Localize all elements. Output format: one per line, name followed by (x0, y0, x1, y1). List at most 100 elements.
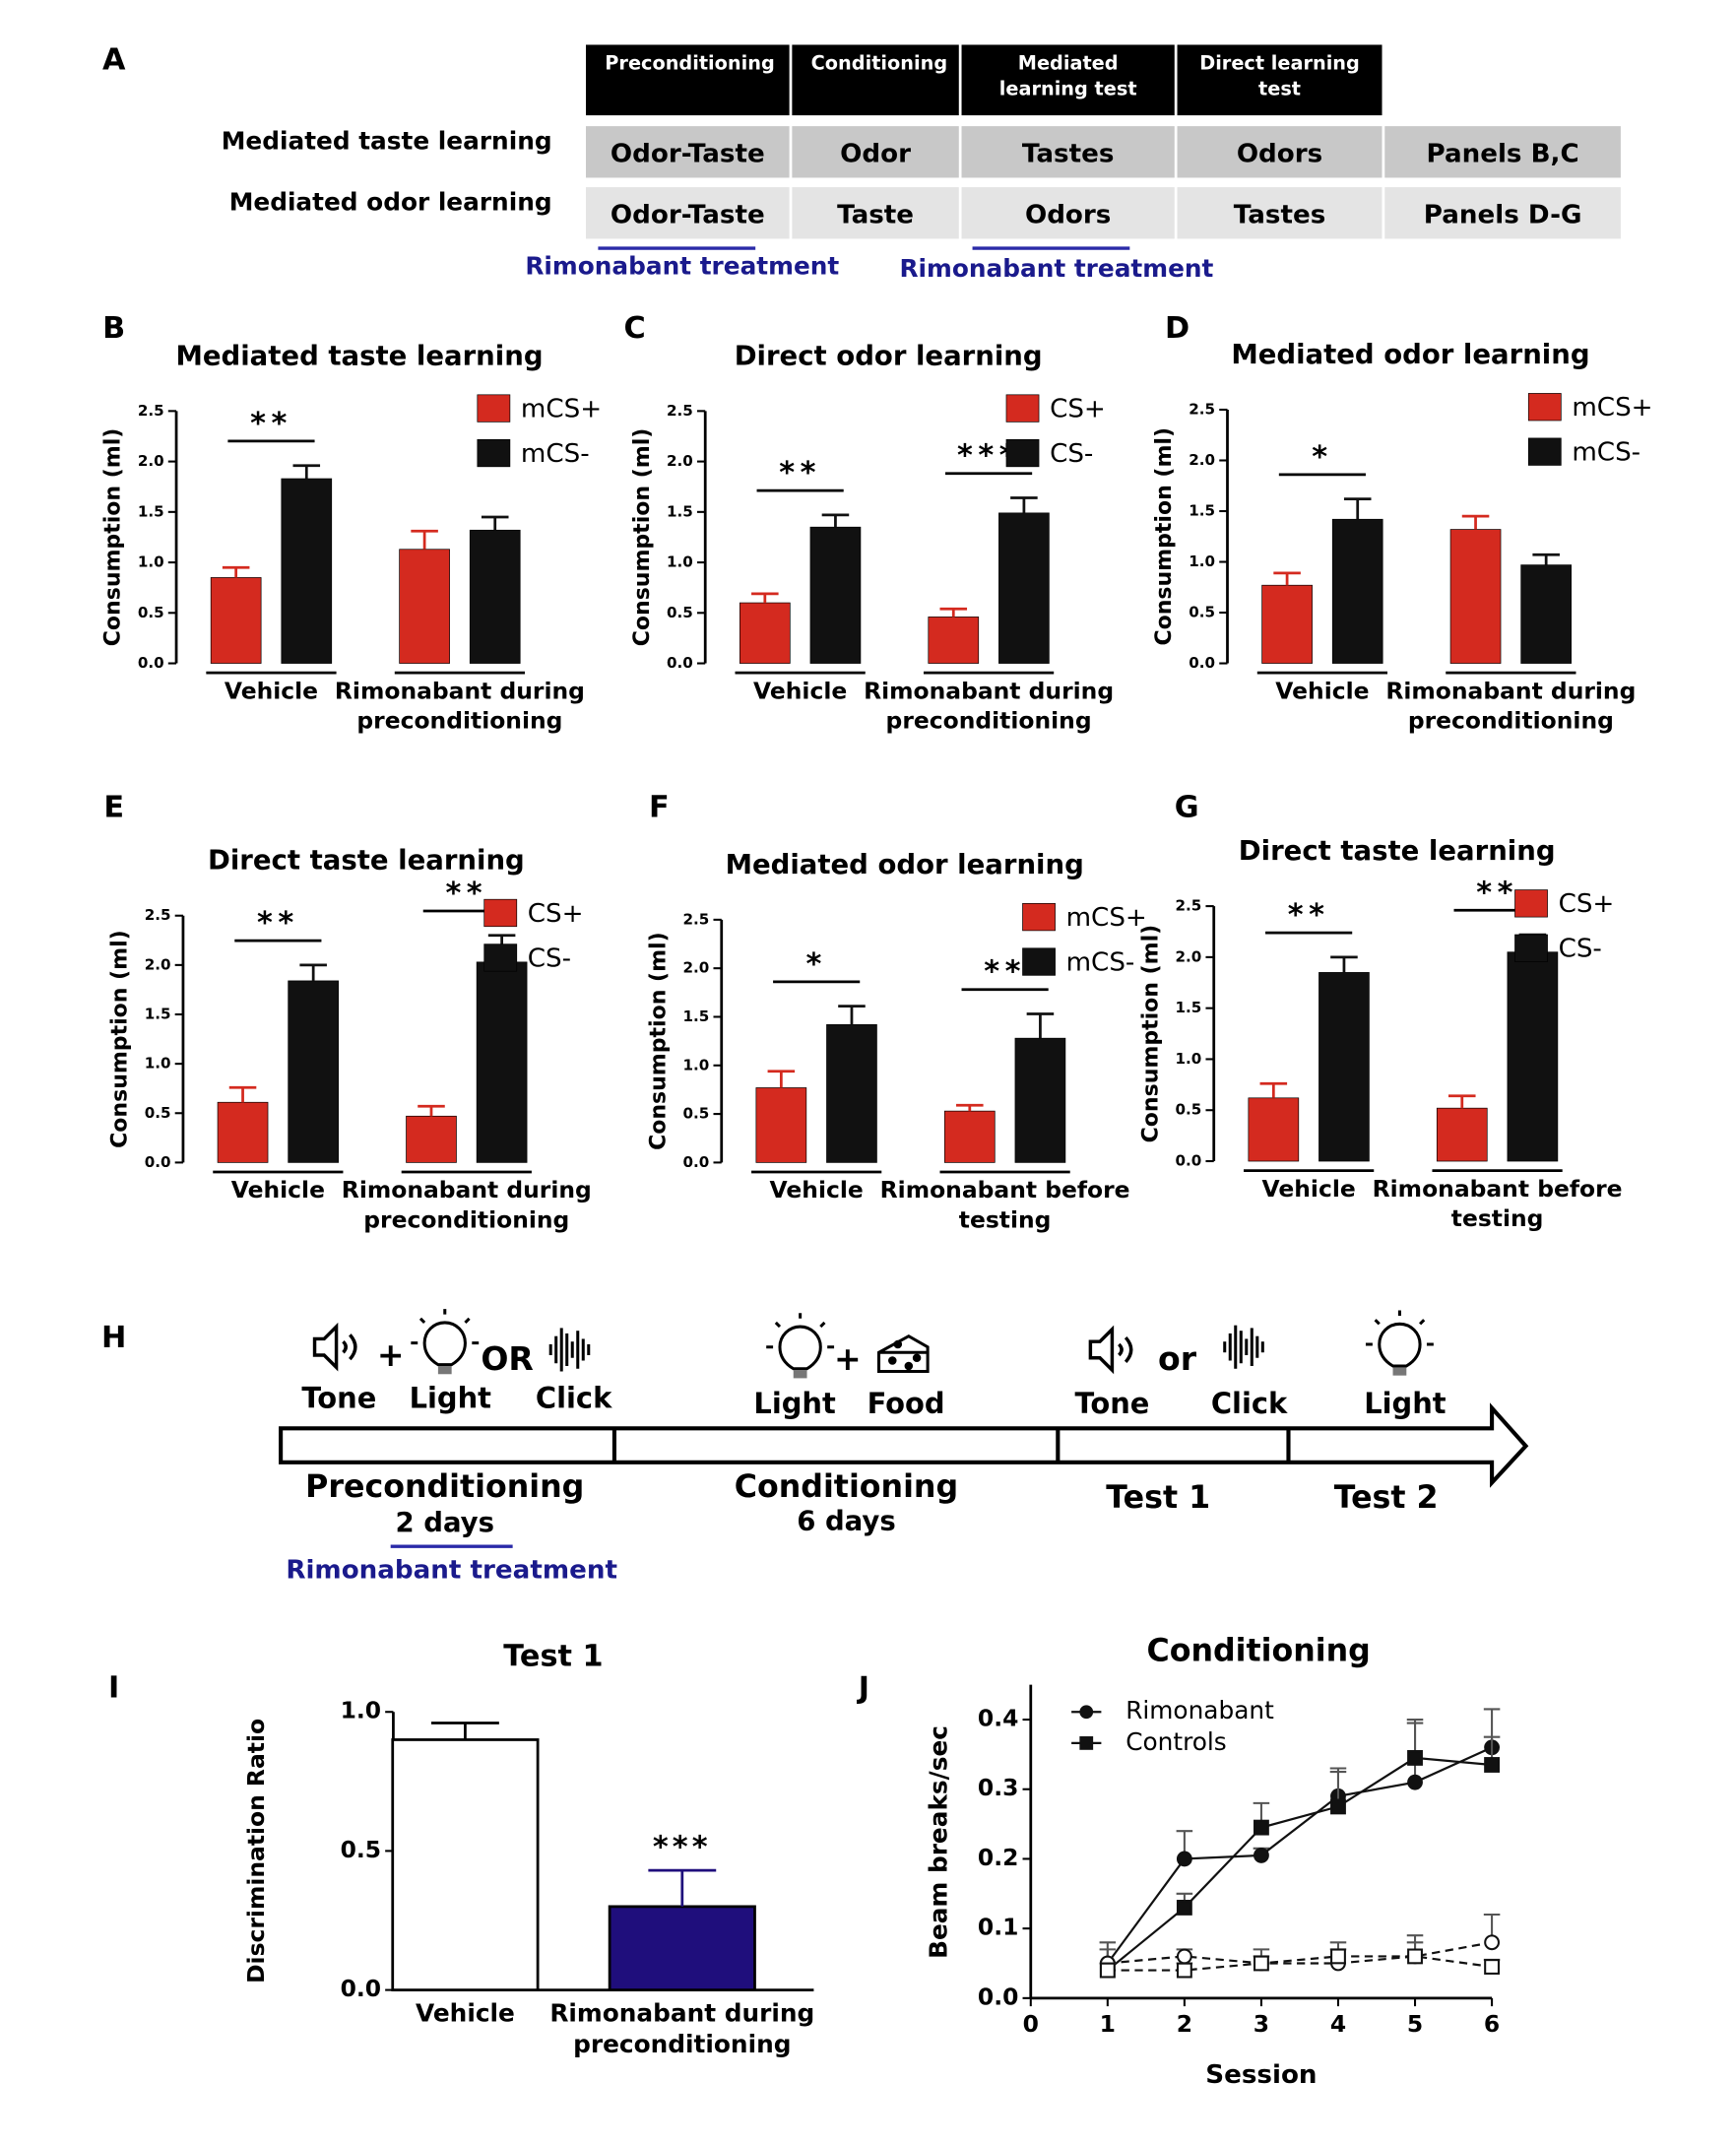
y-tick-label: 2.5 (667, 402, 693, 420)
x-tick-label: 2 (1177, 2010, 1192, 2038)
bar (1014, 1037, 1066, 1163)
significance: ** (1476, 876, 1518, 910)
y-tick-label: 1.0 (341, 1697, 381, 1724)
bar (1261, 584, 1313, 664)
significance: *** (653, 1831, 712, 1865)
series-line (1107, 1941, 1493, 1965)
y-tick-label: 2.0 (1175, 947, 1201, 965)
y-axis-label: Consumption (ml) (646, 932, 671, 1150)
x-tick-label: 0 (1023, 2010, 1039, 2038)
bar (1507, 951, 1559, 1162)
y-tick-label: 0.4 (978, 1705, 1018, 1732)
y-tick-label: 0.0 (683, 1153, 710, 1171)
cheese-hole (888, 1356, 897, 1365)
category-label: Rimonabant before testing (1372, 1176, 1623, 1234)
column-header-box: Preconditioning (605, 53, 774, 75)
stage-name: Test 2 (1334, 1480, 1439, 1516)
food-icon (877, 1333, 930, 1374)
y-tick-label: 0.5 (1175, 1101, 1201, 1119)
y-tick-label: 0.0 (138, 654, 164, 672)
error-bar (956, 1103, 984, 1112)
cell-text: Odors (1025, 201, 1111, 230)
y-tick-label: 2.0 (138, 452, 164, 470)
cell-text: Taste (837, 201, 914, 230)
error-bar (767, 1070, 796, 1088)
chart-title: Mediated taste learning (175, 340, 543, 371)
cell-text: Tastes (1234, 201, 1326, 230)
marker (1254, 1955, 1269, 1972)
panel-label: A (102, 43, 126, 78)
y-tick-label: 0.5 (667, 604, 693, 621)
bar (943, 1110, 996, 1163)
y-tick-label: 0.5 (138, 604, 164, 621)
category-label: Vehicle (224, 678, 319, 706)
cell-text: Panels B,C (1426, 140, 1578, 169)
error-bar (751, 592, 779, 604)
bulb-body (1378, 1322, 1422, 1368)
marker (1484, 1934, 1500, 1951)
stage-name: Preconditioning (305, 1469, 584, 1505)
category-label: Rimonabant during preconditioning (341, 1177, 592, 1235)
x-tick-label: 3 (1254, 2010, 1269, 2038)
y-tick-label: 0.0 (1175, 1152, 1201, 1170)
legend-label: mCS+ (1572, 393, 1652, 423)
error-bar (1273, 571, 1301, 586)
bar (1318, 972, 1370, 1162)
cell-text: Odor-Taste (611, 140, 765, 169)
treatment-note: Rimonabant treatment (899, 254, 1213, 283)
category-label-box: Vehicle (1275, 679, 1369, 706)
cue-label: Light (1364, 1387, 1447, 1420)
stage-name: Conditioning (735, 1469, 958, 1505)
table-cell (792, 187, 959, 239)
bar (406, 1115, 457, 1163)
category-label-box: Rimonabant during preconditioning (335, 679, 585, 736)
cell-text: Tastes (1022, 140, 1115, 169)
column-header: Direct learning test (1199, 52, 1360, 100)
bulb-icon (411, 1309, 480, 1375)
chart-title: Mediated odor learning (1231, 339, 1589, 370)
error-bar (821, 513, 850, 528)
error-bar (1010, 496, 1038, 513)
error-bar (430, 1722, 499, 1740)
legend-swatch (1514, 889, 1548, 918)
bar (1449, 529, 1502, 664)
header-cell (586, 44, 790, 116)
treatment-note: Rimonabant treatment (525, 251, 839, 280)
y-tick-label: 0.2 (978, 1844, 1018, 1871)
bulb-icon (766, 1313, 835, 1379)
panel-label: B (102, 311, 125, 346)
header-cell (961, 44, 1175, 116)
legend-label: mCS- (1066, 947, 1135, 977)
connector: or (1158, 1339, 1197, 1378)
row-label: Mediated taste learning (222, 127, 552, 156)
panel-label: F (649, 790, 670, 824)
legend-marker (1079, 1736, 1094, 1750)
y-tick-label: 0.0 (145, 1153, 171, 1171)
error-bar (1026, 1012, 1055, 1039)
panel-label: E (103, 790, 124, 824)
error-bar (481, 515, 509, 531)
error-bar (418, 1104, 445, 1117)
bar (755, 1087, 807, 1163)
error-bar (838, 1005, 866, 1025)
table-cell (961, 126, 1175, 178)
bar (739, 602, 791, 664)
speaker-wave (342, 1333, 357, 1361)
cell-text: Odor (840, 140, 911, 169)
y-tick-label: 0.5 (341, 1836, 381, 1863)
category-label-box: Rimonabant during preconditioning (864, 679, 1114, 736)
y-tick-label: 0.3 (978, 1774, 1018, 1801)
legend-swatch (483, 943, 518, 972)
significance: *** (957, 439, 1020, 474)
panel-label: D (1165, 311, 1189, 346)
bulb-rays (411, 1309, 480, 1345)
y-tick-label: 1.0 (683, 1056, 710, 1073)
legend-label: Rimonabant (1125, 1696, 1274, 1724)
category-label-box: Rimonabant before testing (1372, 1176, 1623, 1234)
bar (469, 529, 521, 664)
cue-label: Tone (301, 1381, 376, 1414)
significance: ** (257, 906, 299, 941)
legend-label: CS+ (528, 899, 584, 929)
x-tick-label: 4 (1330, 2010, 1346, 2038)
stage-name: Test 1 (1106, 1480, 1210, 1516)
